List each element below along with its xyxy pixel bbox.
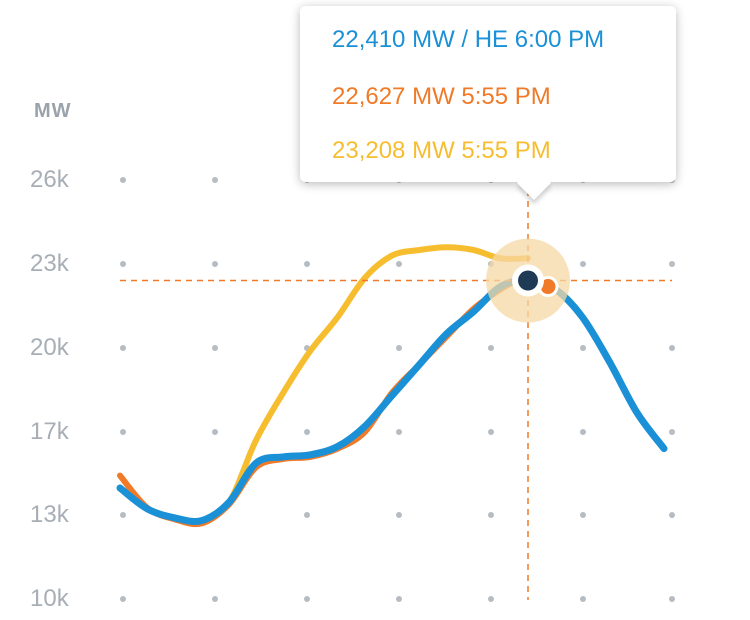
grid-dot [120, 345, 126, 351]
grid-dot [396, 429, 402, 435]
grid-dot [488, 345, 494, 351]
tooltip-line-current: 22,410 MW / HE 6:00 PM [332, 26, 605, 54]
grid-dot [212, 261, 218, 267]
grid-dot [396, 345, 402, 351]
grid-dot [304, 261, 310, 267]
grid-dot [669, 512, 675, 518]
series-line-dayahead [117, 244, 531, 525]
grid-dot [120, 177, 126, 183]
grid-dot [304, 429, 310, 435]
hover-tooltip: 22,410 MW / HE 6:00 PM 22,627 MW 5:55 PM… [300, 6, 676, 200]
series-line-forecast [117, 271, 531, 528]
grid-dot [669, 429, 675, 435]
grid-dot [212, 596, 218, 602]
grid-dot [396, 512, 402, 518]
grid-dot [120, 429, 126, 435]
grid-dot [580, 512, 586, 518]
tooltip-line-dayahead: 23,208 MW 5:55 PM [332, 137, 551, 165]
y-tick-label: 26k [30, 166, 69, 193]
grid-dot [580, 261, 586, 267]
y-axis-label: MW [34, 100, 72, 122]
grid-dot [488, 512, 494, 518]
y-tick-label: 17k [30, 418, 69, 445]
grid-dot [396, 596, 402, 602]
y-tick-label: 20k [30, 334, 69, 361]
y-tick-label: 13k [30, 501, 69, 528]
grid-dot [669, 261, 675, 267]
grid-dot [120, 261, 126, 267]
grid-dot [212, 345, 218, 351]
grid-dot [304, 512, 310, 518]
grid-dot [488, 429, 494, 435]
y-tick-label: 23k [30, 250, 69, 277]
grid-dot [120, 596, 126, 602]
grid-dot [304, 596, 310, 602]
grid-dot [488, 596, 494, 602]
series-line-current [116, 276, 668, 526]
grid-dot [580, 345, 586, 351]
current-marker [518, 270, 538, 291]
grid-dot [120, 512, 126, 518]
grid-dot [669, 596, 675, 602]
grid-dot [212, 177, 218, 183]
grid-dot [580, 596, 586, 602]
grid-dot [669, 345, 675, 351]
grid-dot [396, 261, 402, 267]
grid-dot [212, 429, 218, 435]
tooltip-line-forecast: 22,627 MW 5:55 PM [332, 83, 551, 111]
y-tick-label: 10k [30, 585, 69, 612]
grid-dot [580, 429, 586, 435]
